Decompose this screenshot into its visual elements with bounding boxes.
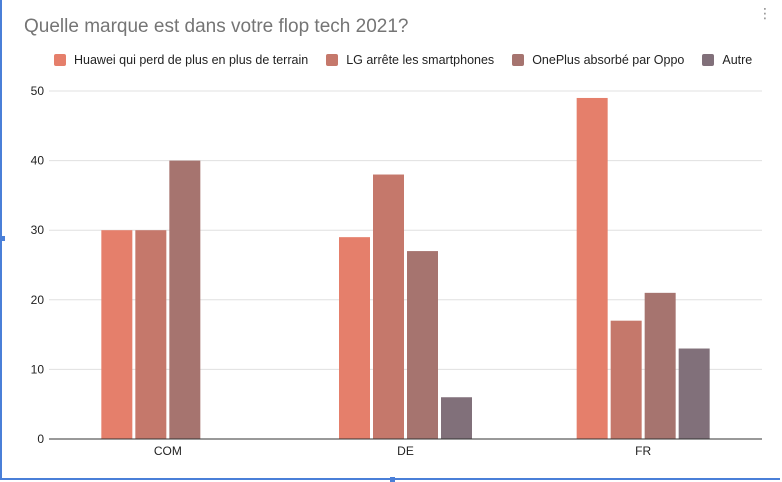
- more-vert-icon[interactable]: ⋮: [758, 5, 772, 21]
- legend-item: LG arrête les smartphones: [326, 53, 494, 67]
- bar: [610, 320, 642, 439]
- bar: [339, 237, 370, 439]
- bar: [169, 160, 201, 439]
- bar: [407, 251, 438, 439]
- y-tick-label: 10: [31, 362, 45, 376]
- legend-swatch: [326, 54, 339, 66]
- chart-title: Quelle marque est dans votre flop tech 2…: [24, 16, 409, 37]
- bar: [101, 230, 133, 439]
- x-tick-label: COM: [154, 444, 182, 458]
- legend-swatch: [512, 54, 525, 66]
- bar: [576, 97, 608, 440]
- x-tick-label: DE: [397, 444, 414, 458]
- resize-handle-bottom[interactable]: [390, 477, 395, 482]
- legend-item: Autre: [702, 53, 752, 67]
- legend-item: Huawei qui perd de plus en plus de terra…: [54, 53, 308, 67]
- bar: [135, 230, 167, 439]
- bar: [373, 174, 404, 439]
- legend-label: Huawei qui perd de plus en plus de terra…: [74, 53, 309, 67]
- y-tick-label: 30: [31, 223, 45, 237]
- x-tick-label: FR: [635, 444, 651, 458]
- bar: [441, 397, 472, 439]
- legend-item: OnePlus absorbé par Oppo: [512, 53, 684, 67]
- y-tick-label: 0: [37, 432, 44, 446]
- legend-swatch: [702, 54, 715, 66]
- legend-label: LG arrête les smartphones: [346, 53, 495, 67]
- bar: [678, 348, 710, 439]
- bar: [644, 292, 676, 439]
- legend-label: Autre: [722, 53, 753, 67]
- legend-swatch: [54, 54, 66, 66]
- y-tick-label: 50: [31, 84, 45, 98]
- y-tick-label: 20: [31, 293, 45, 307]
- resize-handle-left[interactable]: [0, 236, 5, 241]
- y-tick-label: 40: [31, 154, 45, 168]
- legend: Huawei qui perd de plus en plus de terra…: [54, 53, 752, 67]
- legend-label: OnePlus absorbé par Oppo: [532, 53, 685, 67]
